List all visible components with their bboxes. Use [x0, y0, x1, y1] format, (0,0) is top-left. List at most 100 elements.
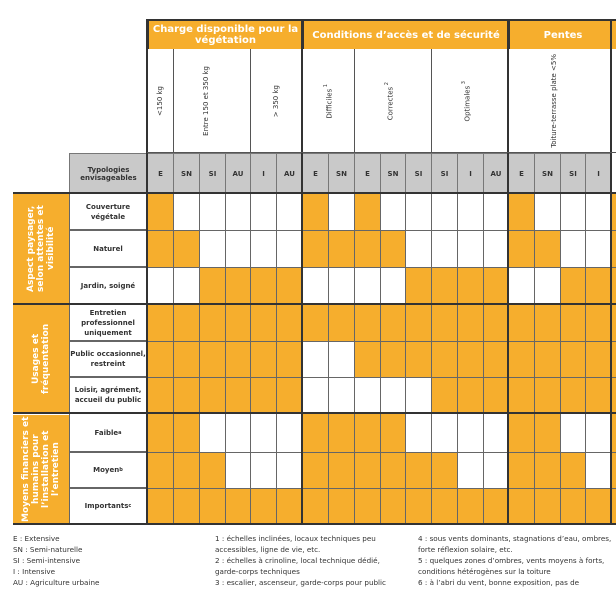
matrix-cell-suitable	[560, 488, 585, 524]
divider	[507, 19, 509, 525]
matrix-cell-unsuitable	[199, 413, 225, 452]
matrix-cell-unsuitable	[585, 193, 611, 230]
typology-header: SI	[199, 153, 225, 193]
matrix-cell-suitable	[147, 230, 173, 267]
typology-header: SN	[328, 153, 354, 193]
matrix-cell-suitable	[354, 341, 380, 377]
row-label-text: Public occasionnel, restreint	[70, 350, 146, 368]
matrix-cell-unsuitable	[276, 193, 302, 230]
matrix-cell-suitable	[147, 413, 173, 452]
matrix-cell-unsuitable	[431, 193, 457, 230]
category-label: Moyens financiers et humains pour l’inst…	[21, 416, 61, 523]
matrix-cell-unsuitable	[560, 413, 585, 452]
matrix-cell-suitable	[328, 304, 354, 341]
matrix-cell-suitable	[147, 193, 173, 230]
matrix-cell-suitable	[534, 488, 560, 524]
matrix-cell-suitable	[302, 413, 328, 452]
footnote-ref: c	[128, 503, 132, 509]
matrix-cell-suitable	[328, 488, 354, 524]
matrix-cell-suitable	[173, 341, 199, 377]
matrix-cell-unsuitable	[328, 341, 354, 377]
matrix-cell-suitable	[276, 488, 302, 524]
typology-header: E	[147, 153, 173, 193]
matrix-cell-suitable	[199, 377, 225, 413]
matrix-cell-suitable	[276, 377, 302, 413]
matrix-cell-unsuitable	[585, 413, 611, 452]
matrix-cell-unsuitable	[354, 267, 380, 304]
matrix-cell-unsuitable	[483, 230, 508, 267]
typologies-label: Typologies envisageables	[69, 153, 147, 193]
matrix-cell-suitable	[173, 304, 199, 341]
matrix-cell-unsuitable	[483, 413, 508, 452]
matrix-cell-unsuitable	[534, 267, 560, 304]
divider	[13, 192, 616, 194]
matrix-cell-suitable	[457, 267, 483, 304]
matrix-cell-suitable	[250, 341, 276, 377]
matrix-cell-suitable	[508, 193, 534, 230]
matrix-cell-suitable	[302, 304, 328, 341]
row-label-text: Couverture végétale	[85, 202, 131, 221]
category-label: Aspect paysager, selon attentes et visib…	[26, 205, 56, 292]
matrix-cell-suitable	[173, 488, 199, 524]
legend-item: E : Extensive	[13, 534, 60, 543]
typology-header: I	[585, 153, 611, 193]
footnote-ref: a	[118, 429, 122, 436]
matrix-cell-suitable	[508, 230, 534, 267]
matrix-cell-suitable	[199, 452, 225, 488]
matrix-cell-suitable	[380, 488, 405, 524]
matrix-cell-suitable	[276, 341, 302, 377]
category-label: Usages et fréquentation	[31, 323, 51, 395]
matrix-cell-suitable	[147, 377, 173, 413]
subheader-label: <150 kg	[156, 86, 164, 116]
matrix-cell-unsuitable	[250, 193, 276, 230]
legend-notes-a: 1 : échelles inclinées, locaux technique…	[215, 533, 400, 588]
matrix-cell-unsuitable	[225, 230, 250, 267]
matrix-cell-suitable	[457, 488, 483, 524]
row-label: Importants c	[69, 488, 147, 524]
matrix-cell-suitable	[199, 341, 225, 377]
matrix-cell-suitable	[225, 377, 250, 413]
matrix-cell-unsuitable	[457, 230, 483, 267]
matrix-cell-suitable	[431, 488, 457, 524]
divider	[13, 412, 616, 414]
matrix-cell-unsuitable	[225, 452, 250, 488]
row-label-text: Importants	[84, 502, 129, 510]
matrix-cell-suitable	[354, 230, 380, 267]
typology-header: SI	[405, 153, 431, 193]
typology-header: SI	[560, 153, 585, 193]
matrix-cell-unsuitable	[147, 267, 173, 304]
typology-header: AU	[483, 153, 508, 193]
row-label-text: Faible	[94, 428, 119, 437]
subheader-column: > 350 kg	[250, 49, 302, 153]
matrix-cell-suitable	[147, 452, 173, 488]
legend-notes-b: 4 : sous vents dominants, stagnations d’…	[418, 533, 613, 588]
matrix-cell-unsuitable	[457, 413, 483, 452]
subheader-label: Difficiles 1	[323, 83, 334, 119]
matrix-cell-suitable	[199, 488, 225, 524]
matrix-cell-suitable	[250, 304, 276, 341]
matrix-cell-suitable	[585, 267, 611, 304]
matrix-cell-suitable	[380, 452, 405, 488]
matrix-cell-suitable	[483, 488, 508, 524]
matrix-cell-suitable	[431, 304, 457, 341]
legend-item: 3 : escalier, ascenseur, garde-corps pou…	[215, 578, 387, 587]
matrix-cell-suitable	[534, 341, 560, 377]
matrix-cell-suitable	[328, 230, 354, 267]
row-label-text: Entretien professionnel uniquement	[81, 308, 135, 337]
matrix-cell-unsuitable	[328, 377, 354, 413]
matrix-cell-suitable	[302, 452, 328, 488]
typology-header: E	[302, 153, 328, 193]
matrix-cell-suitable	[560, 267, 585, 304]
matrix-cell-unsuitable	[483, 452, 508, 488]
matrix-cell-unsuitable	[534, 193, 560, 230]
matrix-cell-unsuitable	[354, 377, 380, 413]
matrix-cell-unsuitable	[225, 193, 250, 230]
matrix-cell-suitable	[225, 488, 250, 524]
typology-header: SN	[173, 153, 199, 193]
footnote-ref: 2	[384, 81, 390, 87]
matrix-cell-unsuitable	[405, 193, 431, 230]
footnote-ref: 1	[323, 83, 330, 89]
divider	[146, 19, 148, 525]
matrix-cell-unsuitable	[276, 413, 302, 452]
row-label: Faible a	[69, 413, 147, 452]
